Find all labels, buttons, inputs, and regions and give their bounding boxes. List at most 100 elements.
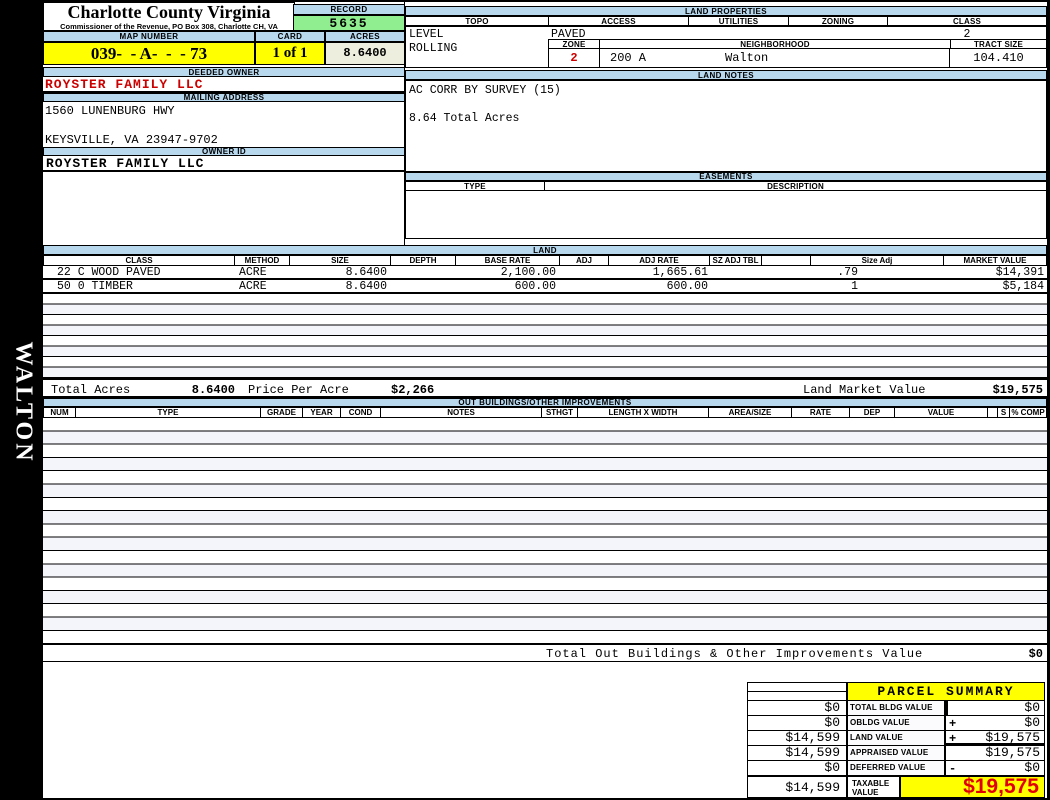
summary-left-value: $14,599 — [747, 745, 847, 761]
cell-depth — [391, 280, 456, 292]
access-value: PAVED — [551, 28, 586, 41]
summary-amount: $19,575 — [985, 745, 1040, 760]
summary-left-value: $0 — [747, 700, 847, 716]
column-header-sthgt: STHGT — [542, 407, 578, 418]
summary-label: LAND VALUE — [847, 730, 945, 746]
cell-class: 22 C WOOD PAVED — [57, 266, 161, 279]
class-value: 2 — [963, 28, 971, 41]
column-header-sz-adj-tbl: SZ ADJ TBL — [710, 255, 762, 266]
parcel-summary-title: PARCEL SUMMARY — [847, 682, 1045, 701]
acres-value: 8.6400 — [325, 42, 405, 65]
summary-label: TOTAL BLDG VALUE — [847, 700, 945, 716]
column-header-num: NUM — [43, 407, 76, 418]
cell-method: ACRE — [239, 266, 267, 279]
mailing-address-label: MAILING ADDRESS — [43, 93, 405, 102]
cell-base-rate: 2,100.00 — [500, 266, 556, 279]
column-header-base-rate: BASE RATE — [456, 255, 560, 266]
column-header-neighborhood: NEIGHBORHOOD — [599, 39, 951, 49]
address-line2: KEYSVILLE, VA 23947-9702 — [45, 133, 218, 147]
land-market-value: $19,575 — [992, 383, 1043, 397]
record-label: RECORD — [293, 4, 405, 15]
cell-size-adj: 1 — [851, 280, 858, 293]
column-header-class: CLASS — [887, 16, 1047, 26]
summary-value: $0 — [945, 700, 1045, 716]
summary-value: - $0 — [945, 760, 1045, 776]
column-header-pct-comp: % COMP — [1010, 407, 1047, 418]
column-header-adj-rate: ADJ RATE — [609, 255, 710, 266]
summary-amount: $0 — [1024, 760, 1040, 775]
taxable-label: TAXABLE VALUE — [847, 775, 900, 798]
column-header-dep: DEP — [850, 407, 895, 418]
owner-id-label: OWNER ID — [43, 147, 405, 156]
column-header-depth: DEPTH — [391, 255, 456, 266]
summary-amount: $19,575 — [985, 730, 1040, 745]
summary-amount: $0 — [1024, 715, 1040, 730]
summary-operator: - — [949, 762, 957, 776]
neighborhood-code: 200 A — [610, 51, 647, 65]
land-market-value-label: Land Market Value — [803, 383, 926, 397]
cell-size-adj: .79 — [837, 266, 858, 279]
land-totals-row: Total Acres 8.6400 Price Per Acre $2,266… — [43, 378, 1047, 398]
card-label: CARD — [255, 31, 325, 42]
cell-size: 8.6400 — [345, 266, 387, 279]
column-header-market-value: MARKET VALUE — [944, 255, 1047, 266]
empty-land-rows — [43, 294, 1047, 378]
cell-class: 50 0 TIMBER — [57, 280, 133, 293]
column-header-easement-description: DESCRIPTION — [544, 181, 1047, 191]
column-header-size-adj: Size Adj — [811, 255, 944, 266]
acres-label: ACRES — [325, 31, 405, 42]
column-header-year: YEAR — [303, 407, 341, 418]
column-header-easement-type: TYPE — [405, 181, 545, 191]
cell-market-value: $5,184 — [1002, 280, 1044, 293]
column-header-type: TYPE — [76, 407, 261, 418]
price-per-acre-value: $2,266 — [391, 383, 435, 397]
spacer-cell — [762, 266, 811, 278]
out-buildings-total-value: $0 — [1028, 647, 1043, 661]
cell-size: 8.6400 — [345, 280, 387, 293]
taxable-left-value: $14,599 — [747, 775, 847, 798]
county-subtitle: Commissioner of the Revenue, PO Box 308,… — [60, 22, 278, 31]
map-number-value: 039- - A- - - 73 — [43, 42, 255, 65]
summary-label: OBLDG VALUE — [847, 715, 945, 731]
address-line1: 1560 LUNENBURG HWY — [45, 104, 175, 118]
tract-size-value: 104.410 — [973, 51, 1024, 65]
cell-adj — [560, 280, 609, 292]
column-header-rate: RATE — [792, 407, 850, 418]
owner-id-value: ROYSTER FAMILY LLC — [43, 156, 405, 172]
divider — [949, 48, 950, 68]
land-note-line2: 8.64 Total Acres — [409, 112, 520, 125]
deeded-owner-value: ROYSTER FAMILY LLC — [43, 77, 405, 93]
land-table-row: 22 C WOOD PAVED ACRE 8.6400 2,100.00 1,6… — [43, 266, 1047, 280]
column-header-value: VALUE — [895, 407, 988, 418]
land-note-line1: AC CORR BY SURVEY (15) — [409, 84, 561, 97]
column-header-grade: GRADE — [261, 407, 303, 418]
column-header-notes: NOTES — [381, 407, 542, 418]
out-buildings-header: NUM TYPE GRADE YEAR COND NOTES STHGT LEN… — [43, 407, 1047, 418]
taxable-value: $19,575 — [900, 775, 1045, 798]
neighborhood-name: Walton — [725, 51, 769, 65]
deeded-owner-label: DEEDED OWNER — [43, 67, 405, 77]
out-buildings-title: OUT BUILDINGS/OTHER IMPROVEMENTS — [43, 398, 1047, 407]
summary-label: DEFERRED VALUE — [847, 760, 945, 776]
summary-label: APPRAISED VALUE — [847, 745, 945, 761]
column-header-zoning: ZONING — [788, 16, 888, 26]
total-acres-label: Total Acres — [51, 383, 131, 397]
map-number-label: MAP NUMBER — [43, 31, 255, 42]
column-header-area-size: AREA/SIZE — [709, 407, 792, 418]
county-title-box: Charlotte County Virginia Commissioner o… — [43, 2, 295, 31]
topo-value-2: ROLLING — [409, 42, 458, 55]
summary-left-value: $14,599 — [747, 730, 847, 746]
column-header-utilities: UTILITIES — [688, 16, 789, 26]
zone-value: 2 — [570, 51, 578, 65]
record-card-sheet: Charlotte County Virginia Commissioner o… — [43, 2, 1047, 798]
empty-out-building-rows — [43, 418, 1047, 644]
vertical-district-label: WALTON — [10, 341, 37, 464]
column-header-method: METHOD — [235, 255, 290, 266]
divider — [404, 2, 405, 245]
column-header-access: ACCESS — [548, 16, 689, 26]
column-header-tract-size: TRACT SIZE — [950, 39, 1047, 49]
easements-title: EASEMENTS — [405, 172, 1047, 181]
land-table-row: 50 0 TIMBER ACRE 8.6400 600.00 600.00 1 … — [43, 280, 1047, 294]
cell-adj-rate: 600.00 — [666, 280, 708, 293]
cell-adj-rate: 1,665.61 — [652, 266, 708, 279]
